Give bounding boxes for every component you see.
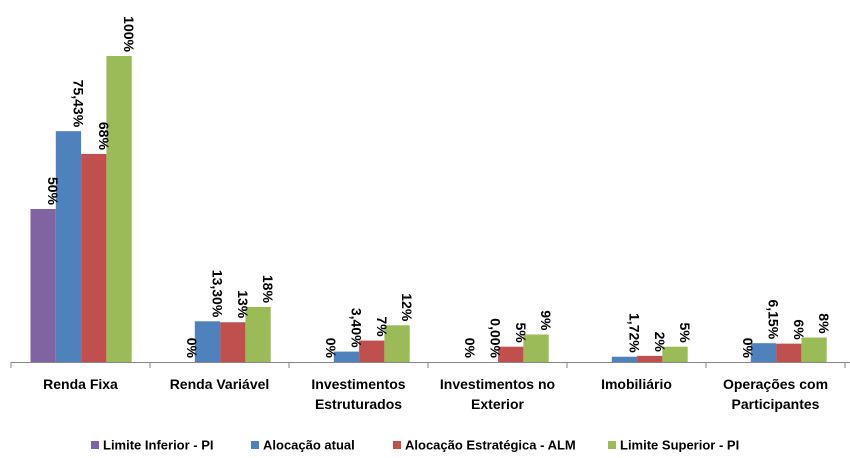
category-label: Exterior: [471, 396, 524, 412]
data-label: 68%: [96, 122, 112, 151]
bar: [750, 343, 777, 362]
bar: [611, 356, 638, 362]
data-label: 0%: [184, 338, 200, 359]
data-label: 7%: [374, 316, 390, 337]
data-label: 75,43%: [70, 80, 86, 128]
x-axis-ticks: [10, 362, 846, 368]
category-label: Participantes: [732, 396, 820, 412]
bar: [776, 343, 802, 362]
bar: [194, 321, 221, 362]
data-label: 6,15%: [765, 299, 781, 339]
bar: [220, 322, 246, 362]
data-label: 5%: [677, 322, 693, 343]
legend-label: Limite Inferior - PI: [103, 438, 214, 453]
bar: [55, 131, 82, 362]
category-label: Renda Variável: [170, 376, 270, 392]
bars-group: [30, 56, 827, 362]
data-label: 13%: [235, 290, 251, 319]
legend: Limite Inferior - PI Alocação atual Alocaç…: [91, 438, 739, 453]
data-label: 1,72%: [626, 313, 642, 353]
data-label: 13,30%: [209, 270, 225, 318]
bar: [662, 346, 688, 362]
category-label: Estruturados: [315, 396, 402, 412]
bar: [801, 337, 827, 362]
legend-swatch: [608, 441, 616, 449]
category-label: Renda Fixa: [43, 376, 118, 392]
data-label: 0%: [323, 338, 339, 359]
data-label: 6%: [791, 319, 807, 340]
legend-label: Alocação Estratégica - ALM: [405, 438, 576, 453]
data-label: 18%: [260, 275, 276, 304]
bar: [81, 153, 107, 362]
bar: [106, 56, 132, 362]
legend-label: Alocação atual: [263, 438, 355, 453]
data-label: 100%: [121, 16, 137, 52]
category-labels-group: Renda Fixa Renda Variável Investimentos Est…: [43, 376, 828, 412]
bar: [245, 306, 271, 362]
bar: [498, 346, 524, 362]
bar: [384, 325, 410, 362]
bar: [333, 351, 360, 362]
bar: [637, 355, 663, 362]
bar: [30, 209, 56, 362]
data-label: 0,00%: [487, 318, 503, 358]
legend-label: Limite Superior - PI: [620, 438, 739, 453]
legend-swatch: [251, 441, 259, 449]
data-label: 12%: [399, 293, 415, 322]
category-label: Investimentos no: [440, 376, 555, 392]
legend-swatch: [91, 441, 99, 449]
value-labels-group: 50% 75,43% 68% 100% 0% 13,30% 13% 18% 0% 3,40% 7% 1…: [45, 16, 832, 358]
bar: [523, 334, 549, 362]
category-label: Operações com: [723, 376, 828, 392]
bar: [359, 340, 385, 362]
category-label: Investimentos: [311, 376, 405, 392]
data-label: 8%: [816, 313, 832, 334]
category-label: Imobiliário: [601, 376, 672, 392]
data-label: 3,40%: [348, 308, 364, 348]
data-label: 9%: [538, 310, 554, 331]
data-label: 5%: [513, 322, 529, 343]
data-label: 0%: [740, 338, 756, 359]
legend-swatch: [393, 441, 401, 449]
data-label: 0%: [462, 338, 478, 359]
data-label: 50%: [45, 177, 61, 206]
data-label: 2%: [652, 332, 668, 353]
